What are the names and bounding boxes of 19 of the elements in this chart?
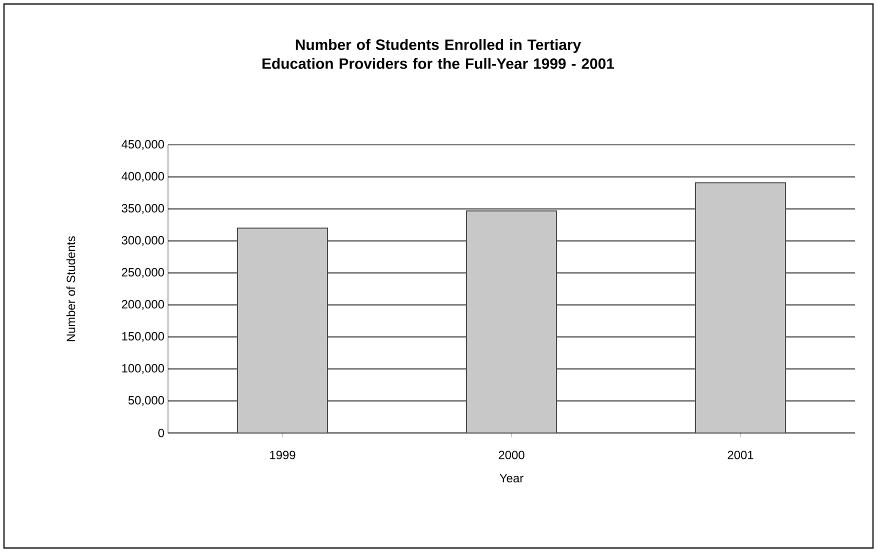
x-tick-label: 2000 [498,450,524,460]
chart-title: Number of Students Enrolled in Tertiary Education Providers for the Full-Year 1999 - 2001 [262,39,614,69]
x-axis-title: Year [500,474,524,482]
y-tick-label: 350,000 [122,204,164,214]
y-axis-title: Number of Students [66,236,76,342]
y-tick-label: 450,000 [122,140,164,150]
x-tick-label: 1999 [270,450,296,460]
y-tick-label: 300,000 [122,236,164,246]
bar [466,210,558,433]
y-tick-label: 250,000 [122,268,164,278]
y-tick-label: 150,000 [122,332,164,342]
y-tick-label: 200,000 [122,300,164,310]
y-tick-label: 0 [158,428,164,438]
x-tick-label: 2001 [728,450,754,460]
y-tick-label: 400,000 [122,172,164,182]
y-tick-label: 100,000 [122,364,164,374]
y-tick-label: 50,000 [128,396,164,406]
bar [695,182,786,433]
bar [237,228,328,433]
